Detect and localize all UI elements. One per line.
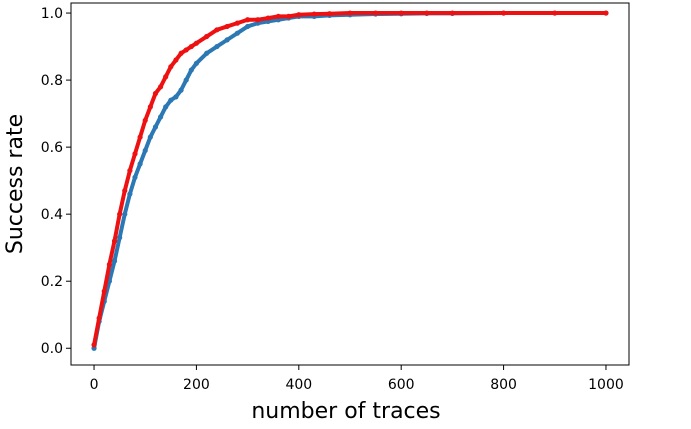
data-point bbox=[245, 23, 251, 30]
data-point bbox=[111, 258, 118, 264]
data-point bbox=[214, 43, 220, 50]
data-point bbox=[183, 77, 189, 83]
data-point bbox=[178, 50, 184, 56]
data-point bbox=[132, 174, 138, 180]
x-tick-label: 400 bbox=[285, 377, 312, 393]
data-point bbox=[285, 13, 292, 20]
data-point bbox=[255, 17, 261, 23]
data-point bbox=[127, 167, 133, 174]
data-point bbox=[188, 67, 194, 73]
data-point bbox=[157, 84, 164, 90]
x-tick-label: 800 bbox=[490, 377, 517, 393]
data-point bbox=[173, 94, 179, 100]
data-point bbox=[188, 43, 194, 50]
series-layer bbox=[91, 10, 609, 351]
y-tick-label: 0.2 bbox=[41, 274, 63, 290]
x-tick-label: 600 bbox=[388, 377, 415, 393]
y-axis-ticks: 0.0 0.2 0.4 0.6 0.8 1.0 bbox=[41, 6, 71, 357]
x-axis-ticks: 0 200 400 600 800 1000 bbox=[90, 365, 624, 393]
data-point bbox=[449, 10, 455, 16]
data-point bbox=[275, 13, 281, 20]
data-point bbox=[311, 11, 317, 17]
x-axis-label: number of traces bbox=[251, 399, 440, 424]
data-point bbox=[122, 188, 128, 194]
y-tick-label: 0.6 bbox=[41, 140, 63, 156]
data-point bbox=[224, 37, 230, 43]
data-point bbox=[91, 342, 97, 348]
data-point bbox=[142, 117, 148, 123]
y-tick-label: 0.4 bbox=[41, 207, 63, 223]
y-tick-label: 1.0 bbox=[41, 6, 63, 22]
data-point bbox=[122, 211, 128, 217]
data-point bbox=[245, 17, 251, 23]
y-tick-label: 0.8 bbox=[41, 73, 63, 89]
data-point bbox=[500, 10, 507, 16]
x-tick-label: 0 bbox=[90, 377, 99, 393]
data-point bbox=[127, 191, 133, 197]
x-tick-label: 200 bbox=[183, 377, 210, 393]
data-point bbox=[214, 27, 220, 33]
data-point bbox=[234, 30, 240, 36]
data-point bbox=[193, 60, 200, 66]
data-point bbox=[424, 10, 430, 16]
data-point bbox=[163, 104, 169, 110]
data-point bbox=[137, 134, 143, 140]
data-point bbox=[265, 15, 271, 21]
data-point bbox=[111, 238, 118, 244]
y-axis-label: Success rate bbox=[3, 114, 28, 254]
data-point bbox=[552, 10, 558, 16]
data-point bbox=[204, 33, 210, 40]
data-point bbox=[603, 10, 609, 16]
data-point bbox=[204, 50, 210, 56]
data-point bbox=[117, 211, 123, 217]
data-point bbox=[168, 97, 174, 103]
data-point bbox=[117, 235, 123, 241]
data-point bbox=[178, 87, 184, 93]
data-point bbox=[157, 114, 164, 120]
data-point bbox=[372, 10, 379, 16]
data-point bbox=[183, 47, 189, 53]
y-tick-label: 0.0 bbox=[41, 341, 63, 357]
series-0 bbox=[91, 10, 609, 348]
data-point bbox=[193, 40, 200, 46]
plot-area bbox=[70, 2, 630, 366]
data-point bbox=[152, 90, 159, 97]
data-point bbox=[147, 134, 153, 140]
data-point bbox=[224, 23, 230, 30]
data-point bbox=[326, 11, 333, 17]
data-point bbox=[106, 261, 112, 268]
x-tick-label: 1000 bbox=[588, 377, 624, 393]
data-point bbox=[347, 10, 353, 16]
data-point bbox=[142, 147, 148, 154]
data-point bbox=[147, 104, 153, 110]
data-point bbox=[173, 57, 179, 63]
data-point bbox=[152, 124, 159, 130]
data-point bbox=[398, 10, 404, 16]
data-point bbox=[234, 20, 240, 26]
data-point bbox=[296, 12, 302, 18]
data-point bbox=[96, 315, 102, 321]
data-point bbox=[137, 161, 143, 167]
data-point bbox=[163, 74, 169, 80]
data-point bbox=[168, 64, 174, 70]
data-point bbox=[132, 151, 138, 157]
data-point bbox=[101, 288, 107, 294]
